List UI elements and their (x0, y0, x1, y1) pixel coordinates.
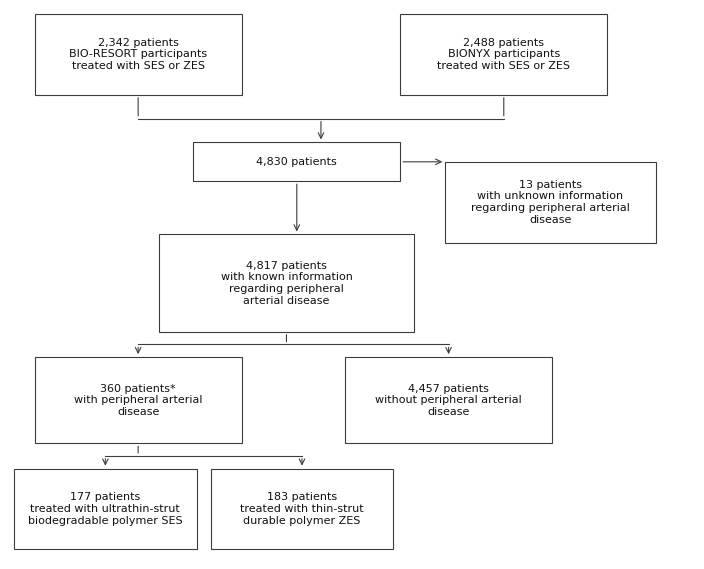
FancyBboxPatch shape (401, 14, 608, 95)
Text: 183 patients
treated with thin-strut
durable polymer ZES: 183 patients treated with thin-strut dur… (240, 492, 364, 526)
Text: 360 patients*
with peripheral arterial
disease: 360 patients* with peripheral arterial d… (74, 384, 202, 417)
FancyBboxPatch shape (194, 142, 401, 182)
Text: 4,830 patients: 4,830 patients (256, 157, 337, 167)
Text: 13 patients
with unknown information
regarding peripheral arterial
disease: 13 patients with unknown information reg… (471, 180, 630, 225)
FancyBboxPatch shape (34, 357, 241, 443)
FancyBboxPatch shape (210, 468, 394, 550)
FancyBboxPatch shape (14, 468, 197, 550)
Text: 2,488 patients
BIONYX participants
treated with SES or ZES: 2,488 patients BIONYX participants treat… (437, 38, 570, 71)
Text: 2,342 patients
BIO-RESORT participants
treated with SES or ZES: 2,342 patients BIO-RESORT participants t… (69, 38, 207, 71)
Text: 4,817 patients
with known information
regarding peripheral
arterial disease: 4,817 patients with known information re… (220, 261, 353, 306)
FancyBboxPatch shape (345, 357, 552, 443)
Text: 177 patients
treated with ultrathin-strut
biodegradable polymer SES: 177 patients treated with ultrathin-stru… (28, 492, 182, 526)
FancyBboxPatch shape (445, 162, 655, 243)
Text: 4,457 patients
without peripheral arterial
disease: 4,457 patients without peripheral arteri… (375, 384, 522, 417)
FancyBboxPatch shape (34, 14, 241, 95)
FancyBboxPatch shape (159, 234, 414, 332)
